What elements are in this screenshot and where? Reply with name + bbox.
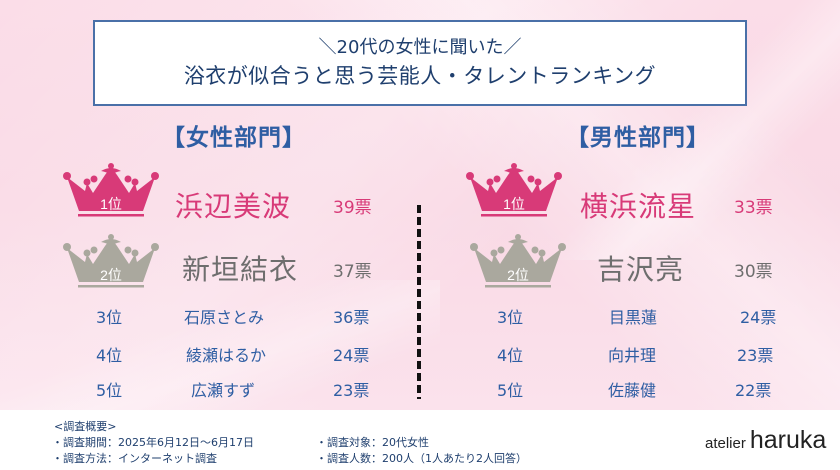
gold-crown-icon: 1位 (466, 163, 562, 219)
women-rank4-name: 綾瀬はるか (186, 346, 267, 365)
women-rank2-votes: 37票 (333, 262, 372, 282)
survey-method: ・調査方法：インターネット調査 (52, 452, 217, 465)
logo-small-text: atelier (705, 435, 746, 452)
men-rank5-name: 佐藤健 (608, 381, 657, 400)
women-rank1-name: 浜辺美波 (175, 190, 292, 223)
men-rank3-votes: 24票 (740, 308, 777, 327)
men-rank3-name: 目黒蓮 (609, 308, 658, 327)
section-divider (417, 205, 421, 399)
crown-rank-label: 2位 (507, 267, 529, 283)
men-rank3-rank: 3位 (497, 308, 524, 327)
women-rank3-votes: 36票 (333, 308, 370, 327)
silver-crown-icon: 2位 (63, 234, 159, 290)
men-rank4-votes: 23票 (737, 346, 774, 365)
men-section-heading: 【男性部門】 (566, 125, 710, 151)
women-rank5-name: 広瀬すず (191, 381, 256, 400)
women-rank5-rank: 5位 (96, 381, 123, 400)
crown-rank-label: 1位 (503, 196, 525, 212)
crown-rank-label: 2位 (100, 267, 122, 283)
gold-crown-icon: 1位 (63, 163, 159, 219)
women-rank1-votes: 39票 (333, 198, 372, 218)
page-title: 浴衣が似合うと思う芸能人・タレントランキング (183, 64, 657, 88)
women-rank3-rank: 3位 (96, 308, 123, 327)
crown-rank-label: 1位 (100, 196, 122, 212)
men-rank2-votes: 30票 (734, 262, 773, 282)
survey-period: ・調査期間：2025年6月12日〜6月17日 (52, 436, 254, 449)
logo-big-text: haruka (749, 426, 827, 454)
background-shine (0, 280, 440, 410)
title-box: ＼20代の女性に聞いた／ 浴衣が似合うと思う芸能人・タレントランキング (93, 20, 747, 106)
men-rank4-name: 向井理 (608, 346, 657, 365)
men-rank5-rank: 5位 (497, 381, 524, 400)
men-rank1-votes: 33票 (734, 198, 773, 218)
women-rank5-votes: 23票 (333, 381, 370, 400)
women-rank2-name: 新垣結衣 (182, 253, 299, 286)
survey-footer (0, 410, 840, 470)
women-rank3-name: 石原さとみ (184, 308, 265, 327)
men-rank1-name: 横浜流星 (580, 190, 697, 223)
silver-crown-icon: 2位 (470, 234, 566, 290)
men-rank4-rank: 4位 (497, 346, 524, 365)
atelier-haruka-logo: atelier haruka (705, 426, 826, 455)
women-rank4-votes: 24票 (333, 346, 370, 365)
title-subtitle: ＼20代の女性に聞いた／ (318, 37, 522, 58)
survey-heading: <調査概要> (54, 420, 117, 433)
men-rank5-votes: 22票 (735, 381, 772, 400)
women-rank4-rank: 4位 (96, 346, 123, 365)
men-rank2-name: 吉沢亮 (597, 253, 685, 286)
survey-count: ・調査人数：200人（1人あたり2人回答） (316, 452, 527, 465)
survey-target: ・調査対象：20代女性 (316, 436, 429, 449)
women-section-heading: 【女性部門】 (162, 125, 306, 151)
